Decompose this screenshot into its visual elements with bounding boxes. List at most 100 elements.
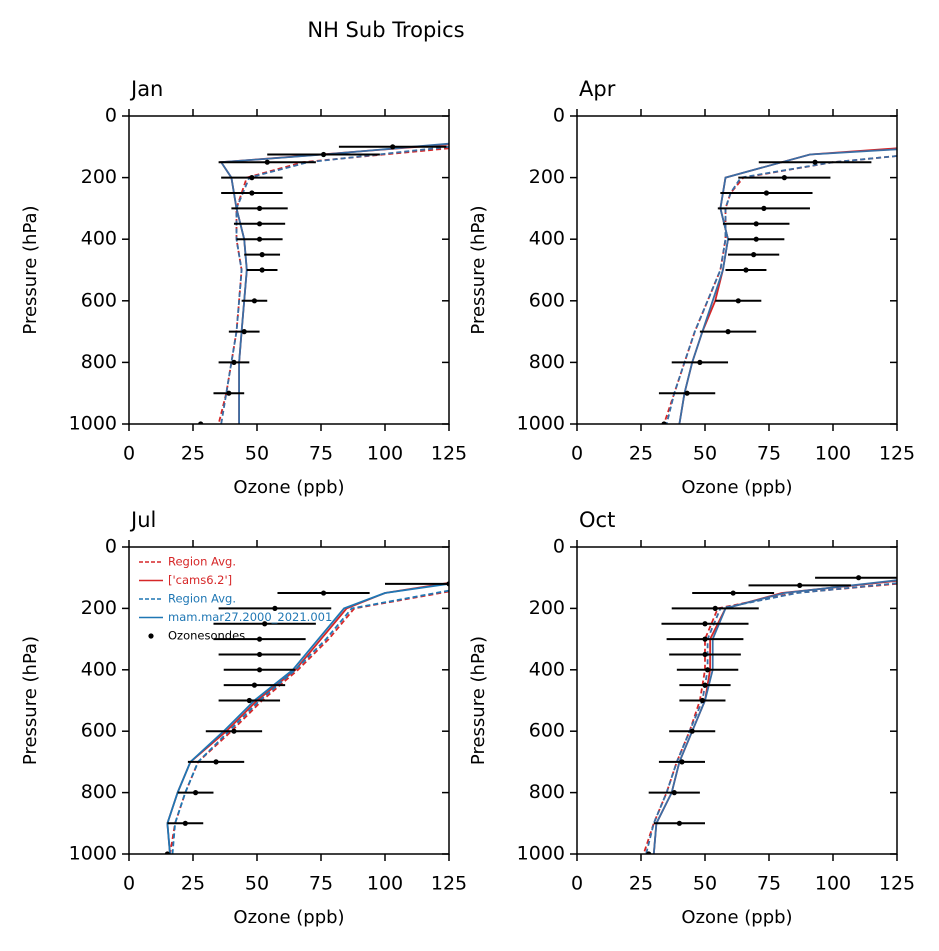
y-tick-label: 0	[105, 105, 117, 127]
y-axis-label: Pressure (hPa)	[20, 205, 41, 334]
profile-line	[663, 155, 897, 424]
y-axis-label: Pressure (hPa)	[468, 205, 489, 334]
axes-frame	[128, 115, 450, 425]
sonde-point	[689, 728, 695, 734]
sonde-point	[702, 636, 708, 642]
x-tick-label: 25	[629, 873, 653, 895]
panel-title: Jan	[129, 77, 163, 101]
profile-line	[220, 145, 449, 424]
x-axis-label: Ozone (ppb)	[233, 477, 344, 498]
sonde-point	[256, 236, 263, 242]
y-tick-label: 0	[553, 536, 565, 558]
y-tick-label: 200	[81, 597, 117, 619]
sonde-point	[256, 651, 263, 658]
x-tick-label: 0	[571, 443, 583, 465]
sonde-point	[753, 236, 759, 242]
sonde-point	[246, 697, 252, 704]
legend-label: Ozonesondes	[168, 629, 245, 643]
y-axis-label: Pressure (hPa)	[468, 636, 489, 765]
y-tick-label: 600	[529, 289, 565, 311]
sonde-point	[753, 221, 759, 227]
legend-label: Region Avg.	[168, 555, 236, 569]
profile-line	[678, 148, 897, 424]
x-tick-label: 100	[815, 873, 851, 895]
sonde-point	[679, 759, 685, 765]
profile-line	[217, 147, 449, 424]
y-tick-label: 800	[529, 781, 565, 803]
x-tick-label: 50	[693, 443, 717, 465]
x-tick-label: 75	[757, 443, 781, 465]
legend-label: Region Avg.	[168, 592, 236, 606]
sonde-point	[251, 298, 258, 304]
x-tick-label: 25	[181, 443, 205, 465]
x-tick-label: 75	[757, 873, 781, 895]
x-tick-label: 50	[245, 443, 269, 465]
profile-line	[652, 579, 897, 854]
x-tick-label: 125	[431, 873, 467, 895]
sonde-point	[702, 621, 708, 627]
sonde-point	[262, 621, 268, 627]
sonde-point	[182, 820, 188, 826]
sonde-point	[812, 159, 818, 165]
y-tick-label: 800	[81, 781, 117, 803]
profile-line	[652, 579, 897, 854]
profile-line	[665, 155, 897, 424]
x-tick-label: 25	[181, 873, 205, 895]
sonde-point	[251, 682, 258, 688]
panel: Jan Ozone (ppb) Pressure (hPa) 0 25 50 75 100 12…	[20, 77, 467, 498]
legend-marker	[148, 633, 154, 639]
y-tick-label: 400	[81, 658, 117, 680]
sonde-point	[699, 697, 706, 704]
x-axis-label: Ozone (ppb)	[681, 907, 792, 928]
sonde-point	[704, 667, 711, 673]
sonde-point	[684, 390, 690, 396]
sonde-point	[259, 267, 265, 273]
sonde-point	[249, 190, 255, 196]
sonde-point	[761, 205, 767, 211]
sonde-point	[671, 790, 677, 796]
x-tick-label: 50	[245, 873, 269, 895]
y-tick-label: 0	[553, 105, 565, 127]
sonde-point	[702, 682, 708, 688]
y-tick-label: 200	[529, 597, 565, 619]
x-tick-label: 100	[815, 443, 851, 465]
panel: Apr Ozone (ppb) Pressure (hPa) 0 25 50 75 100 12…	[468, 77, 915, 498]
sonde-point	[192, 790, 199, 796]
sonde-point	[390, 144, 396, 150]
plot-area	[658, 147, 897, 424]
legend-label: mam.mar27.2000_2021.001	[168, 610, 332, 624]
profile-line	[219, 142, 449, 424]
sonde-point	[735, 298, 741, 304]
sonde-point	[676, 820, 683, 826]
x-tick-label: 75	[309, 443, 333, 465]
axes-frame	[576, 546, 898, 855]
x-tick-label: 75	[309, 873, 333, 895]
sonde-point	[856, 575, 862, 581]
sonde-point	[256, 667, 263, 673]
sonde-point	[725, 329, 731, 335]
panel-title: Jul	[129, 508, 156, 532]
sonde-point	[256, 221, 263, 227]
y-tick-label: 1000	[69, 843, 117, 865]
panel-title: Apr	[579, 77, 616, 101]
sonde-point	[702, 651, 708, 658]
sonde-point	[320, 590, 327, 596]
x-axis-label: Ozone (ppb)	[233, 907, 344, 928]
y-tick-label: 1000	[517, 843, 565, 865]
x-tick-label: 50	[693, 873, 717, 895]
sonde-point	[697, 359, 703, 365]
y-tick-label: 800	[529, 351, 565, 373]
y-axis-label: Pressure (hPa)	[20, 636, 41, 765]
sonde-point	[226, 390, 232, 396]
y-tick-label: 200	[529, 166, 565, 188]
profile-line	[171, 589, 449, 854]
plot-area	[642, 575, 897, 854]
profile-line	[169, 590, 449, 854]
x-tick-label: 0	[123, 443, 135, 465]
panel: Jul Ozone (ppb) Pressure (hPa) 0 25 50 75 100 12…	[20, 508, 467, 928]
axes-frame	[576, 115, 898, 425]
sonde-point	[320, 151, 327, 158]
profile-line	[219, 143, 449, 424]
sonde-point	[256, 636, 263, 642]
plot-area	[198, 142, 449, 424]
